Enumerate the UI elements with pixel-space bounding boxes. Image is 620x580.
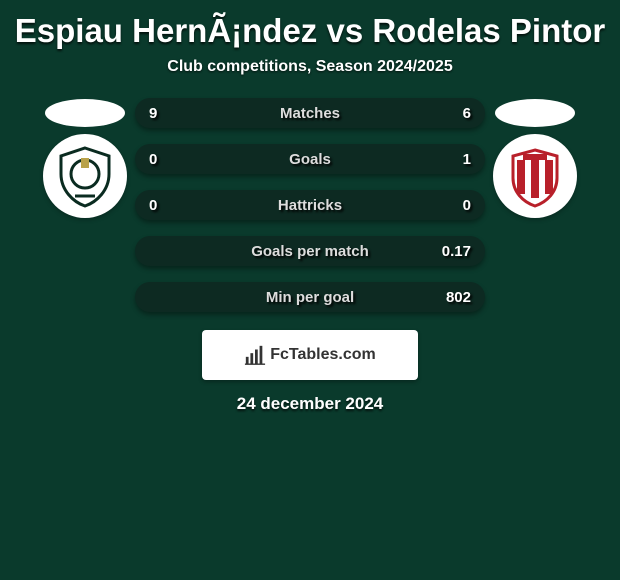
right-side <box>485 144 585 174</box>
brand-label: FcTables.com <box>270 346 376 364</box>
player-ellipse-left <box>45 99 125 127</box>
page-title: Espiau HernÃ¡ndez vs Rodelas Pintor <box>0 12 620 50</box>
left-side <box>35 99 135 127</box>
stat-label: Matches <box>280 105 340 122</box>
subtitle: Club competitions, Season 2024/2025 <box>0 58 620 76</box>
stat-bar: Min per goal 802 <box>135 282 485 312</box>
comparison-card: Espiau HernÃ¡ndez vs Rodelas Pintor Club… <box>0 0 620 414</box>
player-ellipse-right <box>495 99 575 127</box>
stat-row: Goals per match 0.17 <box>0 236 620 266</box>
right-side <box>485 99 585 127</box>
stat-bar: Goals per match 0.17 <box>135 236 485 266</box>
brand-badge[interactable]: FcTables.com <box>202 330 418 380</box>
shield-icon <box>53 144 117 208</box>
stat-left-value: 9 <box>149 105 157 122</box>
left-side <box>35 144 135 174</box>
date-label: 24 december 2024 <box>0 394 620 414</box>
stat-right-value: 1 <box>463 151 471 168</box>
stat-label: Min per goal <box>266 289 354 306</box>
stat-label: Hattricks <box>278 197 342 214</box>
stat-label: Goals <box>289 151 331 168</box>
stat-label: Goals per match <box>251 243 369 260</box>
stat-bar: 9 Matches 6 <box>135 98 485 128</box>
bar-chart-icon <box>244 344 266 366</box>
stat-bar: 0 Hattricks 0 <box>135 190 485 220</box>
stat-left-value: 0 <box>149 197 157 214</box>
stat-right-value: 802 <box>446 289 471 306</box>
stat-row: Min per goal 802 <box>0 282 620 312</box>
stat-left-value: 0 <box>149 151 157 168</box>
stat-bar: 0 Goals 1 <box>135 144 485 174</box>
club-crest-right <box>493 134 577 218</box>
stat-row: 9 Matches 6 <box>0 98 620 128</box>
shield-icon <box>503 144 567 208</box>
club-crest-left <box>43 134 127 218</box>
stat-right-value: 0.17 <box>442 243 471 260</box>
stat-right-value: 6 <box>463 105 471 122</box>
stat-right-value: 0 <box>463 197 471 214</box>
stat-row: 0 Goals 1 <box>0 144 620 174</box>
